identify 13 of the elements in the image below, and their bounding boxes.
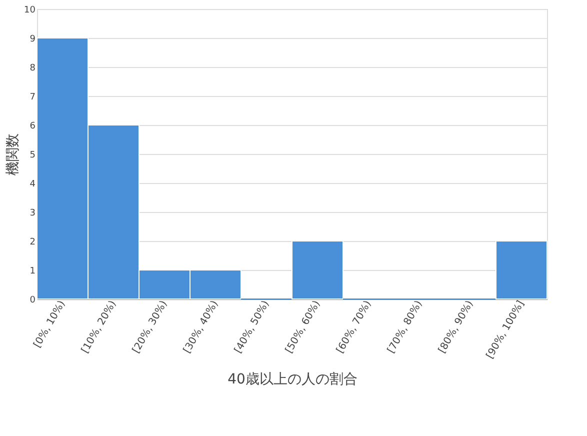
y-tick-label: 4 [30,180,36,190]
y-tick-label: 2 [30,238,36,248]
y-tick-label: 0 [30,296,36,306]
x-axis-title: 40歳以上の人の割合 [228,371,358,388]
y-tick-label: 3 [30,208,36,218]
y-axis-title: 機関数 [5,134,22,176]
y-tick-label: 6 [30,122,36,132]
y-tick-label: 7 [30,92,36,102]
y-tick-label: 10 [24,6,36,16]
y-tick-label: 1 [30,266,36,276]
y-tick-label: 5 [30,150,36,160]
y-tick-label: 8 [30,64,36,74]
y-tick-label: 9 [30,34,36,44]
